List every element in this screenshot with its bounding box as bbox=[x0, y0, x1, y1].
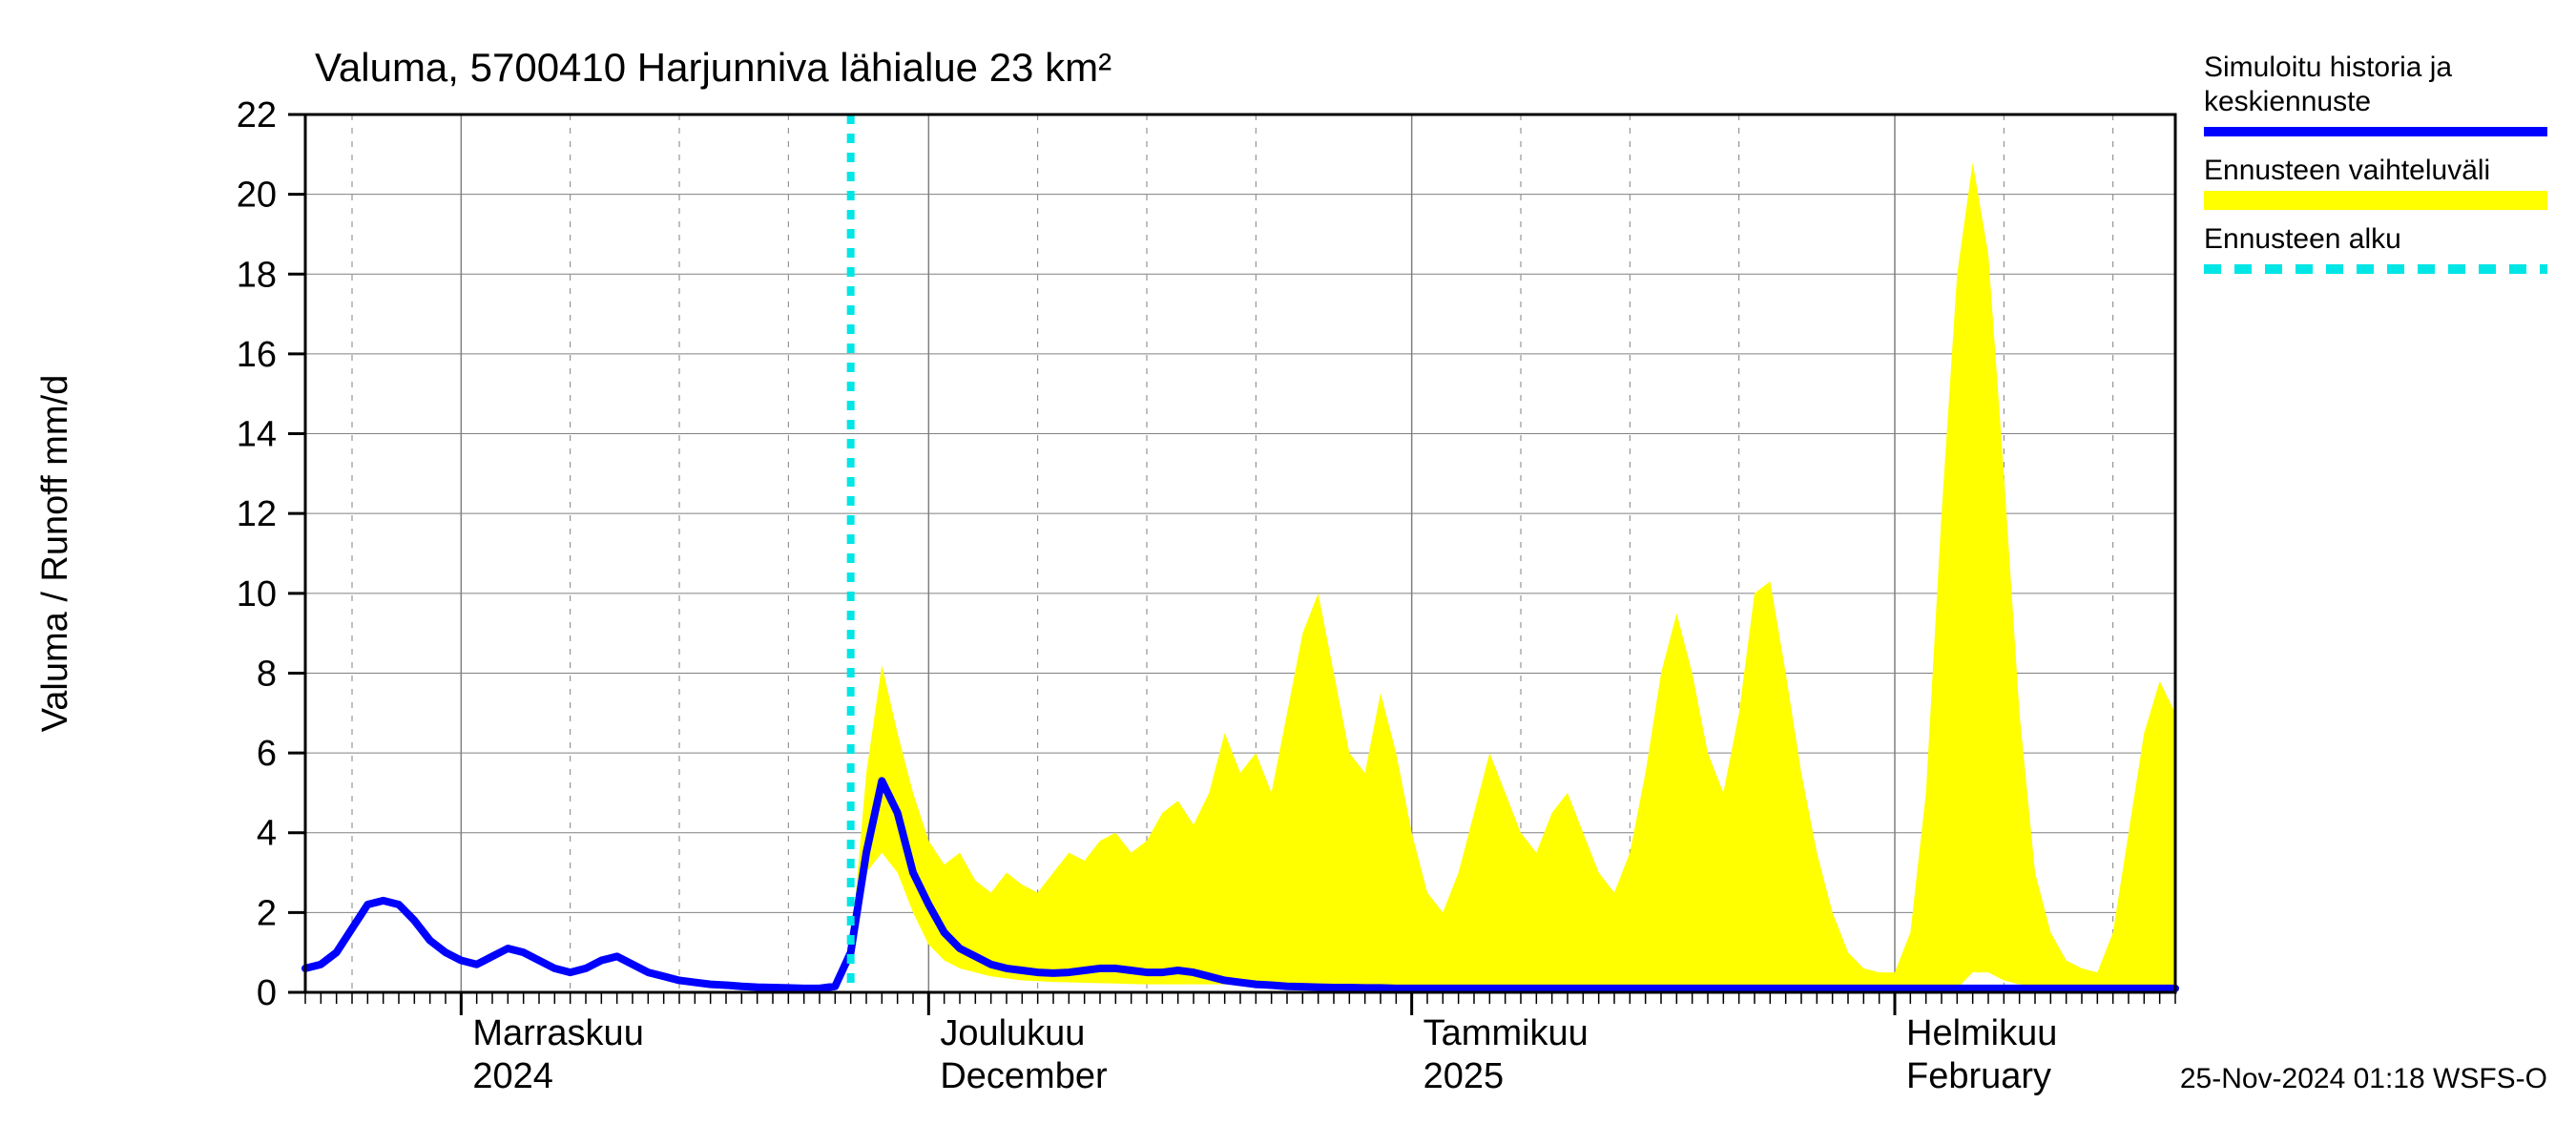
y-axis-label: Valuma / Runoff mm/d bbox=[35, 375, 75, 733]
y-tick-label: 20 bbox=[237, 176, 277, 216]
y-tick-label: 22 bbox=[237, 95, 277, 135]
x-month-sublabel: 2024 bbox=[472, 1056, 553, 1096]
x-month-sublabel: December bbox=[940, 1056, 1108, 1096]
x-month-label: Joulukuu bbox=[940, 1013, 1085, 1053]
y-tick-label: 4 bbox=[257, 814, 277, 854]
y-tick-label: 14 bbox=[237, 415, 277, 455]
y-tick-label: 18 bbox=[237, 255, 277, 295]
legend-label: keskiennuste bbox=[2204, 86, 2371, 117]
y-tick-label: 8 bbox=[257, 654, 277, 694]
x-month-sublabel: 2025 bbox=[1423, 1056, 1505, 1096]
x-month-sublabel: February bbox=[1906, 1056, 2051, 1096]
y-tick-label: 12 bbox=[237, 494, 277, 534]
y-tick-label: 0 bbox=[257, 973, 277, 1013]
y-tick-label: 6 bbox=[257, 734, 277, 774]
x-month-label: Helmikuu bbox=[1906, 1013, 2057, 1053]
legend-label: Ennusteen alku bbox=[2204, 223, 2401, 255]
chart-container: 0 2 4 6 8 10 12 14 16 18 20 22 Marraskuu2024 Joulukuu… bbox=[0, 0, 2576, 1145]
legend-label: Simuloitu historia ja bbox=[2204, 52, 2452, 83]
footer-timestamp: 25-Nov-2024 01:18 WSFS-O bbox=[2180, 1063, 2547, 1094]
y-tick-label: 10 bbox=[237, 574, 277, 614]
y-tick-label: 2 bbox=[257, 893, 277, 933]
x-month-label: Marraskuu bbox=[472, 1013, 644, 1053]
chart-title: Valuma, 5700410 Harjunniva lähialue 23 k… bbox=[315, 45, 1111, 90]
runoff-chart: 0 2 4 6 8 10 12 14 16 18 20 22 Marraskuu2024 Joulukuu… bbox=[0, 0, 2576, 1145]
x-month-label: Tammikuu bbox=[1423, 1013, 1589, 1053]
y-tick-label: 16 bbox=[237, 335, 277, 375]
legend-label: Ennusteen vaihteluväli bbox=[2204, 155, 2490, 186]
